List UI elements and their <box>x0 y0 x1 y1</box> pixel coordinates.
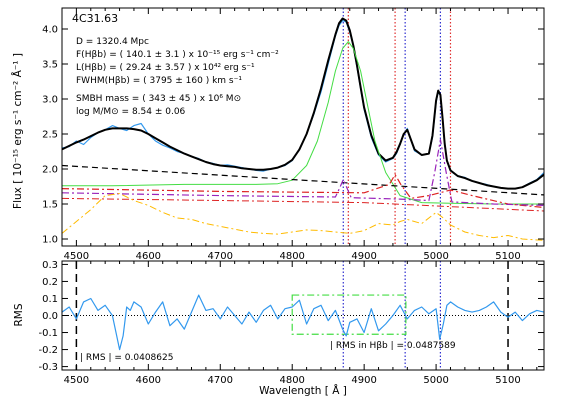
bottom-plot-area <box>62 261 544 370</box>
top-series-line-7 <box>62 193 544 241</box>
bottom-y-tick-label: 0.2 <box>42 277 58 288</box>
annotation-smbh-mass: SMBH mass = ( 343 ± 45 ) x 10⁶ M⊙ <box>76 94 241 104</box>
bottom-y-tick-label: 0.3 <box>42 260 58 271</box>
rms-label: | RMS | = 0.0408625 <box>80 353 173 363</box>
top-x-tick-label: 5000 <box>423 251 448 262</box>
top-y-tick-label: 1.5 <box>42 200 58 211</box>
top-x-tick-label: 4800 <box>279 251 304 262</box>
top-y-tick-label: 3.0 <box>42 95 58 106</box>
top-y-tick-label: 4.0 <box>42 25 58 36</box>
bottom-clipped-marks <box>62 261 544 370</box>
bottom-x-tick-label: 4600 <box>136 375 161 386</box>
top-x-tick-label: 4600 <box>136 251 161 262</box>
top-y-tick-label: 3.5 <box>42 60 58 71</box>
annotation-flux: F(Hβb) = ( 140.1 ± 3.1 ) x 10⁻¹⁵ erg s⁻¹… <box>76 50 279 60</box>
top-series-line-3 <box>62 164 544 196</box>
bottom-y-tick-label: -0.3 <box>38 362 58 373</box>
top-series-line-1 <box>62 17 544 190</box>
top-x-tick-label: 5100 <box>495 251 520 262</box>
top-axis-ticks: 4500 4600 4700 4800 4900 5000 5100 1.0 1.5 2.0 2.5… <box>42 8 544 262</box>
top-y-tick-label: 2.0 <box>42 165 58 176</box>
bottom-panel: 4500 4600 4700 4800 4900 5000 5100 -0.3 -0.2 -0.1… <box>13 260 545 397</box>
annotation-fwhm: FWHM(Hβb) = ( 3795 ± 160 ) km s⁻¹ <box>76 76 242 86</box>
rms-hb-label: | RMS in Hβb | = 0.0487589 <box>330 341 456 351</box>
annotation-log-mass: log M/M⊙ = 8.54 ± 0.06 <box>76 107 186 117</box>
top-panel: 4500 4600 4700 4800 4900 5000 5100 1.0 1.5 2.0 2.5… <box>11 7 545 262</box>
bottom-axis-ticks: 4500 4600 4700 4800 4900 5000 5100 -0.3 -0.2 -0.1… <box>38 260 544 386</box>
annotation-luminosity: L(Hβb) = ( 29.24 ± 3.57 ) x 10⁴² erg s⁻¹ <box>76 63 255 73</box>
annotation-block: D = 1320.4 Mpc F(Hβb) = ( 140.1 ± 3.1 ) … <box>76 37 279 117</box>
bottom-y-axis-title: RMS <box>13 303 25 326</box>
bottom-x-tick-label: 5100 <box>495 375 520 386</box>
bottom-y-tick-label: 0.0 <box>42 311 58 322</box>
annotation-distance: D = 1320.4 Mpc <box>76 37 149 47</box>
bottom-x-tick-label: 5000 <box>423 375 448 386</box>
top-y-tick-label: 2.5 <box>42 130 58 141</box>
bottom-y-tick-label: -0.2 <box>38 345 58 356</box>
top-series-line-2 <box>62 41 544 205</box>
top-series-line-4 <box>62 174 544 209</box>
top-panel-frame <box>61 7 545 247</box>
top-plot-area <box>62 8 544 246</box>
top-x-tick-label: 4500 <box>64 251 89 262</box>
top-clipped-marks <box>62 8 544 246</box>
bottom-hb-window-box <box>291 294 407 335</box>
bottom-x-tick-label: 4500 <box>64 375 89 386</box>
bottom-x-tick-label: 4800 <box>279 375 304 386</box>
bottom-y-tick-label: 0.1 <box>42 294 58 305</box>
top-x-tick-label: 4900 <box>351 251 376 262</box>
x-axis-title: Wavelength [ Å ] <box>259 384 347 397</box>
top-y-tick-label: 1.0 <box>42 235 58 246</box>
bottom-y-tick-label: -0.1 <box>38 328 58 339</box>
bottom-x-tick-label: 4700 <box>208 375 233 386</box>
top-series-line-6 <box>62 197 544 212</box>
bottom-x-tick-label: 4900 <box>351 375 376 386</box>
object-name: 4C31.63 <box>72 12 118 25</box>
top-x-tick-label: 4700 <box>208 251 233 262</box>
top-series-line-5 <box>62 139 544 206</box>
top-y-axis-title: Flux [ 10⁻¹⁵ erg s⁻¹ cm⁻² Å⁻¹ ] <box>11 53 24 209</box>
bottom-series-line-0 <box>62 294 544 351</box>
